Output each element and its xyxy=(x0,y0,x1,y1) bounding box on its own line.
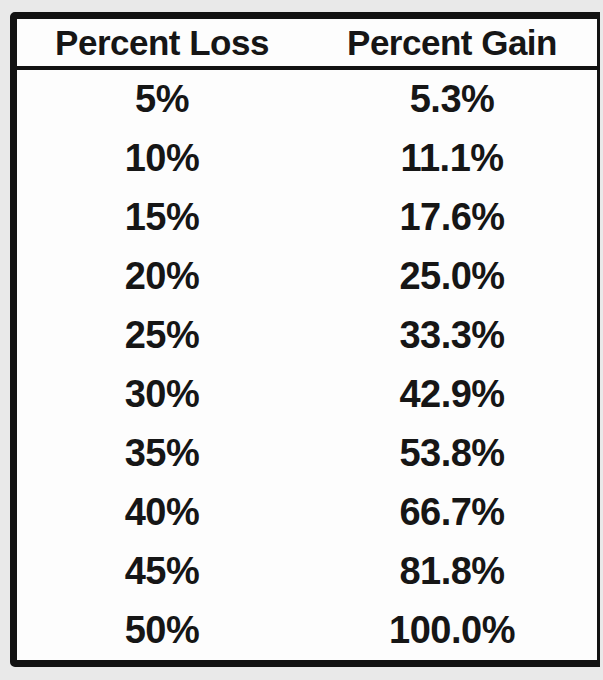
percent-loss-cell: 40% xyxy=(17,491,307,534)
table-row: 50% 100.0% xyxy=(17,601,597,660)
percent-gain-cell: 100.0% xyxy=(307,609,597,652)
percent-loss-cell: 35% xyxy=(17,432,307,475)
percent-gain-cell: 42.9% xyxy=(307,373,597,416)
table-body: 5% 5.3% 10% 11.1% 15% 17.6% 20% 25.0% 25… xyxy=(17,70,597,660)
percent-gain-cell: 17.6% xyxy=(307,196,597,239)
percent-loss-cell: 20% xyxy=(17,255,307,298)
percent-gain-cell: 66.7% xyxy=(307,491,597,534)
percent-gain-cell: 5.3% xyxy=(307,78,597,121)
percent-gain-cell: 81.8% xyxy=(307,550,597,593)
percent-gain-cell: 33.3% xyxy=(307,314,597,357)
percent-loss-cell: 15% xyxy=(17,196,307,239)
percent-gain-cell: 11.1% xyxy=(307,137,597,180)
percent-gain-cell: 53.8% xyxy=(307,432,597,475)
header-percent-gain: Percent Gain xyxy=(307,23,597,63)
table-row: 10% 11.1% xyxy=(17,129,597,188)
percent-loss-cell: 30% xyxy=(17,373,307,416)
table-row: 45% 81.8% xyxy=(17,542,597,601)
percent-loss-cell: 25% xyxy=(17,314,307,357)
percent-loss-cell: 50% xyxy=(17,609,307,652)
table-header-row: Percent Loss Percent Gain xyxy=(17,19,597,70)
percent-loss-cell: 45% xyxy=(17,550,307,593)
table-row: 25% 33.3% xyxy=(17,306,597,365)
table-row: 35% 53.8% xyxy=(17,424,597,483)
percent-gain-cell: 25.0% xyxy=(307,255,597,298)
percent-loss-cell: 5% xyxy=(17,78,307,121)
header-percent-loss: Percent Loss xyxy=(17,23,307,63)
table-row: 15% 17.6% xyxy=(17,188,597,247)
percent-loss-cell: 10% xyxy=(17,137,307,180)
percent-loss-gain-table: Percent Loss Percent Gain 5% 5.3% 10% 11… xyxy=(10,12,600,667)
table-row: 30% 42.9% xyxy=(17,365,597,424)
table-row: 20% 25.0% xyxy=(17,247,597,306)
table-row: 5% 5.3% xyxy=(17,70,597,129)
table-row: 40% 66.7% xyxy=(17,483,597,542)
